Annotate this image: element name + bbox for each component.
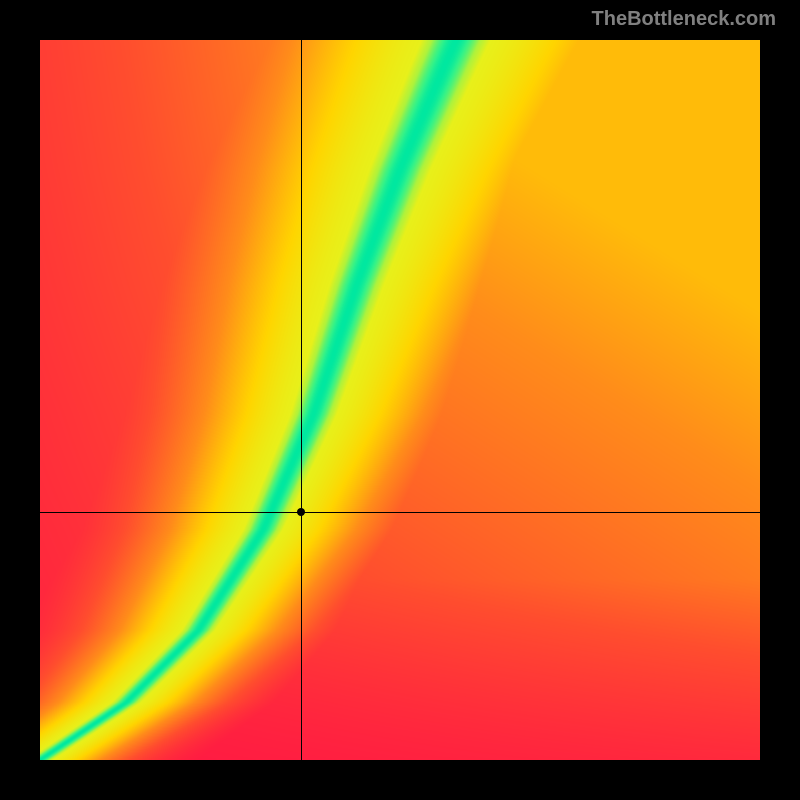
crosshair-vertical xyxy=(301,40,302,760)
plot-area xyxy=(40,40,760,760)
watermark-text: TheBottleneck.com xyxy=(592,8,776,31)
crosshair-horizontal xyxy=(40,512,760,513)
crosshair-dot xyxy=(297,508,305,516)
heatmap-canvas xyxy=(40,40,760,760)
